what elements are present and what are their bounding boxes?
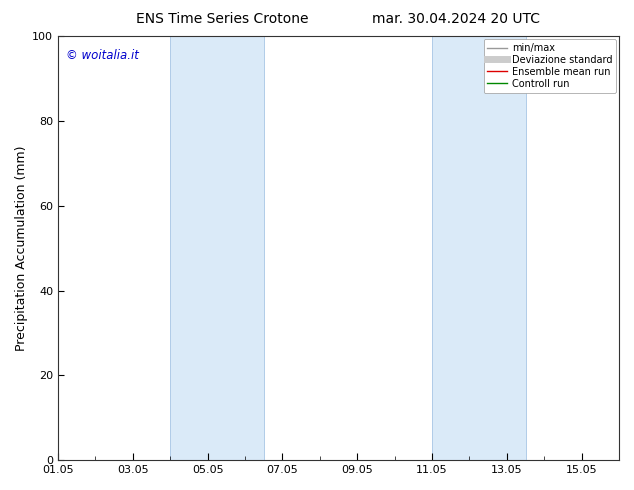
Text: © woitalia.it: © woitalia.it <box>67 49 139 62</box>
Text: mar. 30.04.2024 20 UTC: mar. 30.04.2024 20 UTC <box>373 12 540 26</box>
Y-axis label: Precipitation Accumulation (mm): Precipitation Accumulation (mm) <box>15 146 28 351</box>
Legend: min/max, Deviazione standard, Ensemble mean run, Controll run: min/max, Deviazione standard, Ensemble m… <box>484 39 616 93</box>
Bar <box>432 36 526 460</box>
Text: ENS Time Series Crotone: ENS Time Series Crotone <box>136 12 308 26</box>
Bar <box>170 36 264 460</box>
